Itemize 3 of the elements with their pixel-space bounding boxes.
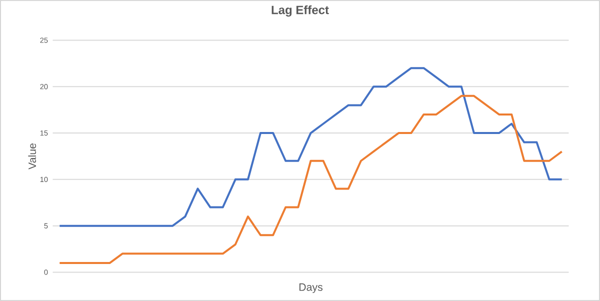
chart-title: Lag Effect (272, 5, 329, 17)
y-axis-title: Value (28, 143, 36, 170)
x-axis-title: Days (299, 283, 322, 293)
